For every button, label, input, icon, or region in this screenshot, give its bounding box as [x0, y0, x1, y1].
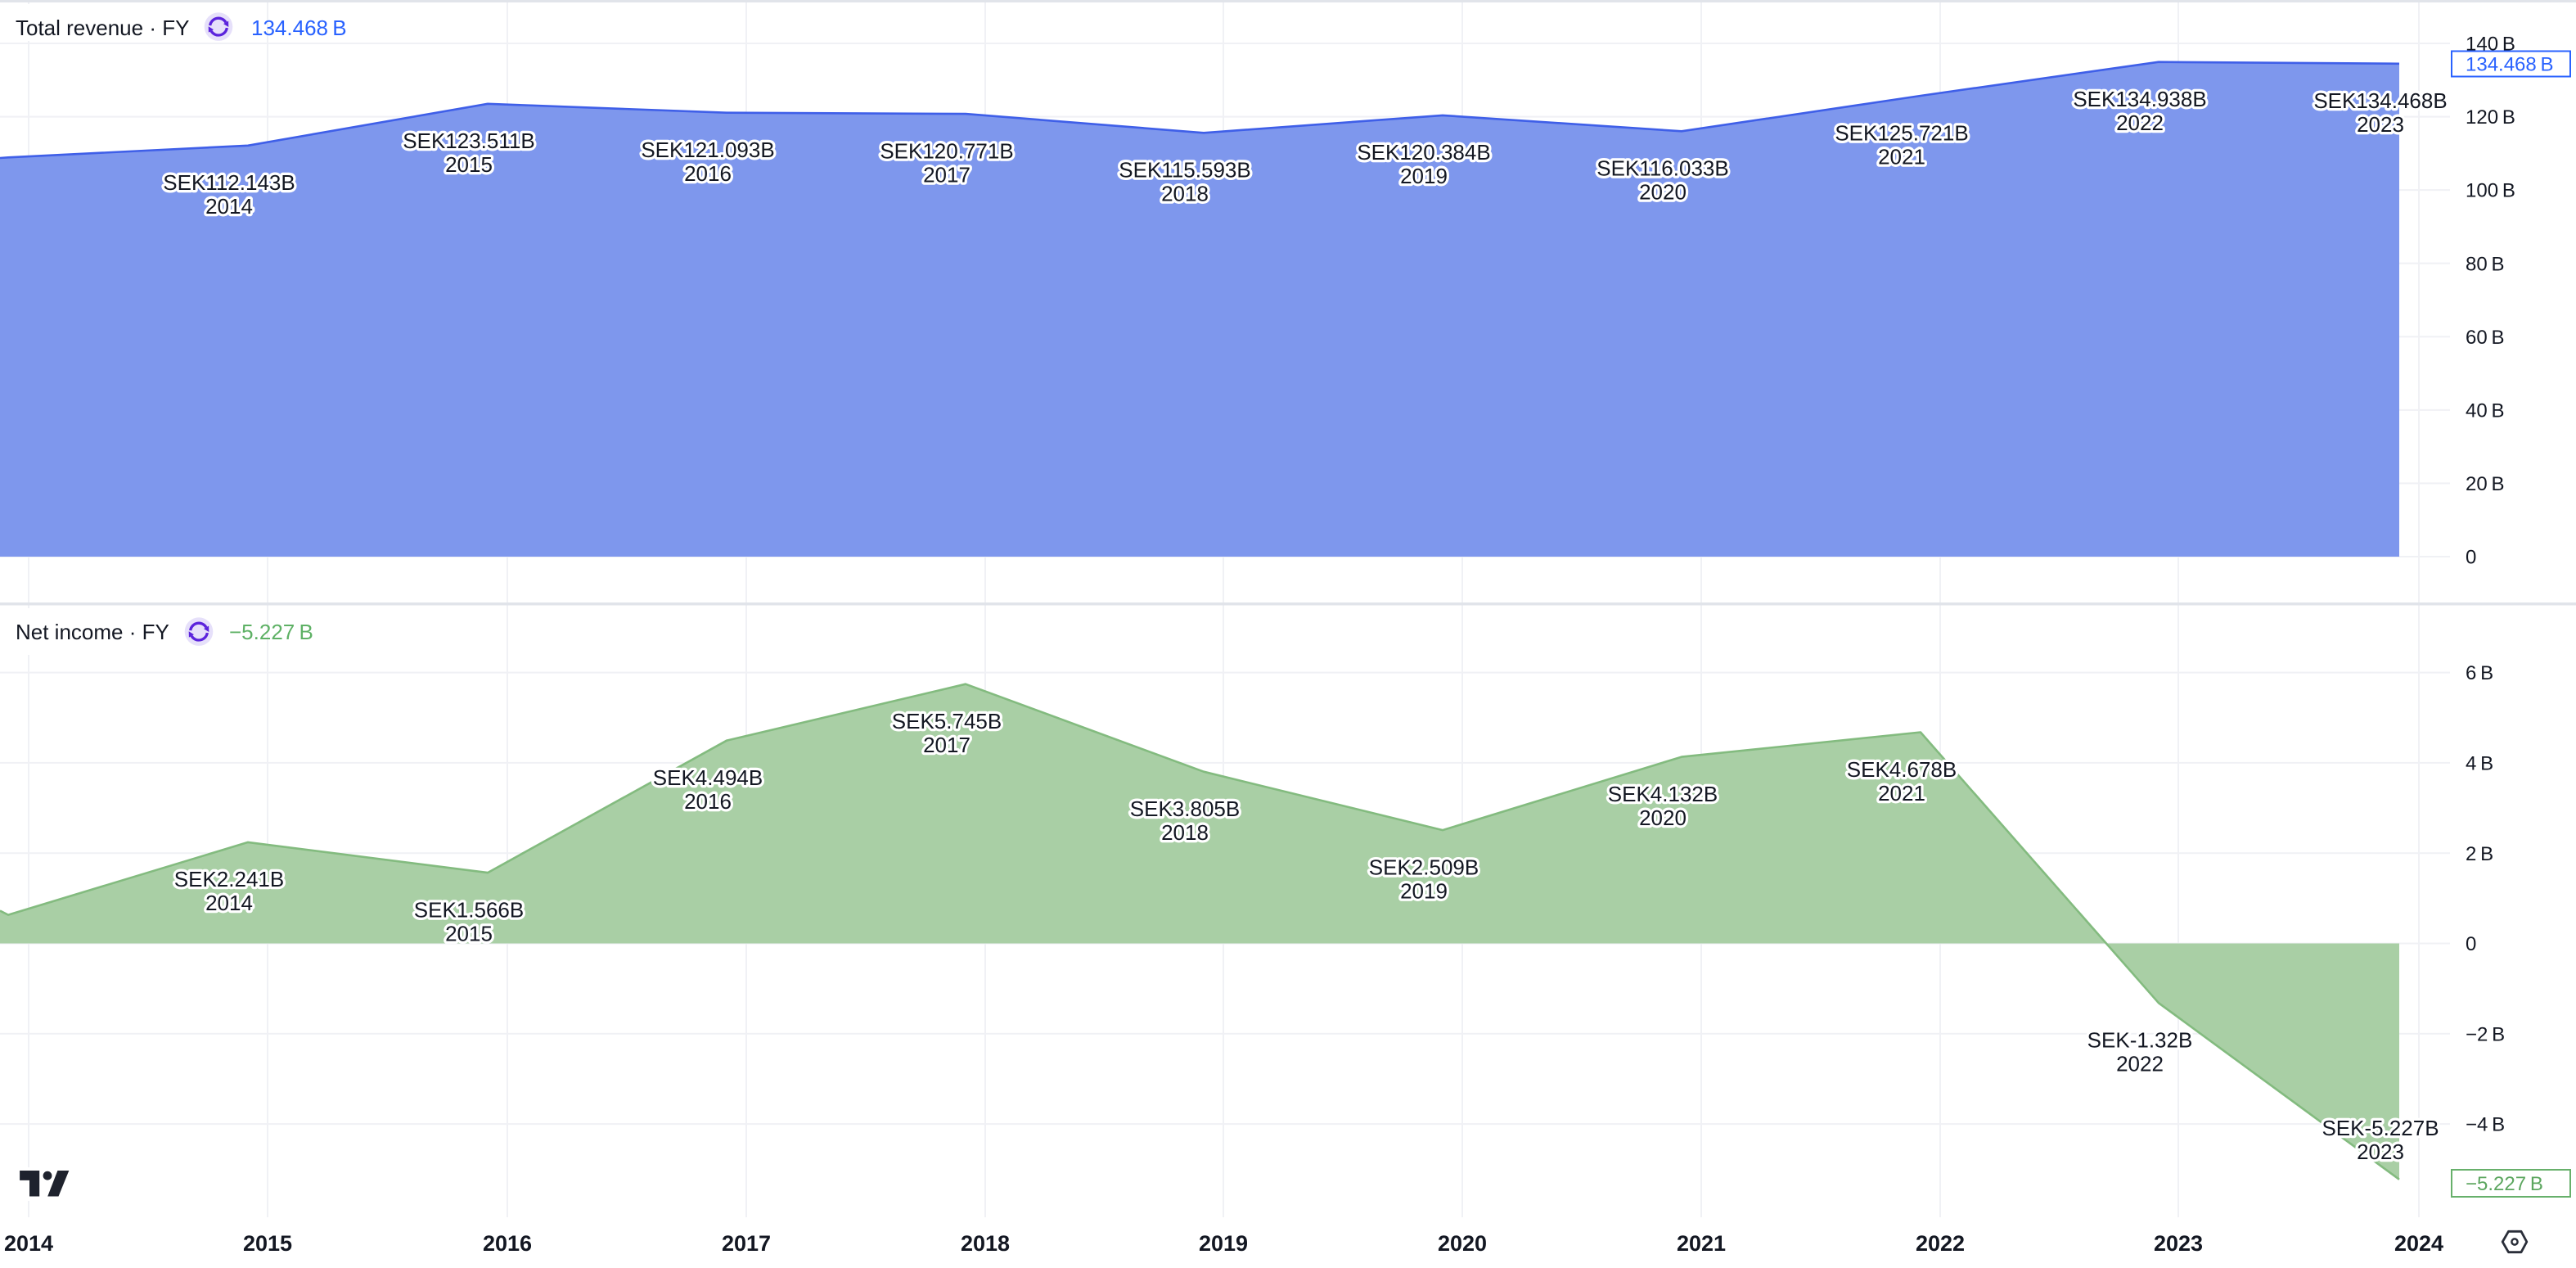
svg-text:SEK1.566B: SEK1.566B: [414, 897, 524, 922]
svg-text:SEK4.132B: SEK4.132B: [1608, 782, 1718, 806]
svg-text:2020: 2020: [1438, 1231, 1487, 1256]
svg-text:2019: 2019: [1400, 878, 1448, 903]
svg-text:2022: 2022: [2116, 1052, 2164, 1076]
svg-text:0: 0: [2466, 547, 2476, 569]
svg-text:2017: 2017: [722, 1231, 771, 1256]
svg-text:2017: 2017: [923, 162, 971, 187]
svg-text:2021: 2021: [1878, 781, 1925, 805]
svg-text:2019: 2019: [1199, 1231, 1248, 1256]
svg-text:SEK2.241B: SEK2.241B: [174, 867, 284, 891]
svg-text:6 B: 6 B: [2466, 662, 2493, 684]
svg-text:Net income · FY: Net income · FY: [16, 620, 169, 644]
svg-text:SEK134.468B: SEK134.468B: [2313, 88, 2447, 113]
svg-text:2022: 2022: [1916, 1231, 1965, 1256]
svg-text:SEK120.384B: SEK120.384B: [1357, 140, 1490, 165]
svg-text:2018: 2018: [961, 1231, 1010, 1256]
svg-text:SEK125.721B: SEK125.721B: [1835, 120, 1968, 145]
svg-text:Total revenue · FY: Total revenue · FY: [16, 16, 189, 40]
svg-text:4 B: 4 B: [2466, 753, 2493, 775]
svg-text:2019: 2019: [1400, 164, 1448, 188]
svg-text:2021: 2021: [1878, 144, 1925, 169]
svg-text:80 B: 80 B: [2466, 253, 2505, 275]
svg-text:2 B: 2 B: [2466, 843, 2493, 865]
svg-text:2015: 2015: [445, 921, 493, 945]
svg-text:SEK134.938B: SEK134.938B: [2073, 87, 2206, 111]
svg-text:SEK4.678B: SEK4.678B: [1847, 757, 1957, 782]
svg-text:2014: 2014: [205, 891, 253, 915]
svg-text:SEK112.143B: SEK112.143B: [163, 170, 295, 195]
svg-text:−5.227 B: −5.227 B: [2466, 1173, 2543, 1195]
svg-text:SEK123.511B: SEK123.511B: [403, 129, 534, 153]
svg-text:−2 B: −2 B: [2466, 1023, 2505, 1045]
svg-text:SEK115.593B: SEK115.593B: [1119, 158, 1250, 183]
svg-text:2022: 2022: [2116, 111, 2164, 135]
svg-text:2020: 2020: [1639, 180, 1687, 205]
svg-text:40 B: 40 B: [2466, 400, 2505, 422]
svg-text:2014: 2014: [4, 1231, 53, 1256]
svg-text:2018: 2018: [1161, 182, 1209, 206]
svg-text:60 B: 60 B: [2466, 327, 2505, 349]
svg-text:SEK-5.227B: SEK-5.227B: [2322, 1116, 2439, 1140]
svg-text:−5.227 B: −5.227 B: [229, 620, 313, 644]
svg-text:0: 0: [2466, 933, 2476, 955]
svg-text:2015: 2015: [445, 152, 493, 177]
svg-text:SEK120.771B: SEK120.771B: [880, 138, 1013, 163]
svg-text:120 B: 120 B: [2466, 106, 2515, 129]
svg-text:2016: 2016: [684, 161, 732, 186]
svg-text:2017: 2017: [923, 733, 971, 757]
svg-text:2014: 2014: [205, 194, 253, 219]
svg-text:SEK2.509B: SEK2.509B: [1369, 855, 1479, 879]
svg-text:SEK4.494B: SEK4.494B: [653, 765, 763, 790]
svg-text:SEK121.093B: SEK121.093B: [641, 138, 774, 162]
svg-text:2016: 2016: [684, 789, 732, 814]
svg-text:134.468 B: 134.468 B: [251, 16, 347, 40]
svg-text:2024: 2024: [2394, 1231, 2443, 1256]
svg-text:2018: 2018: [1161, 820, 1209, 845]
svg-text:2023: 2023: [2154, 1231, 2203, 1256]
svg-text:SEK3.805B: SEK3.805B: [1130, 796, 1240, 821]
svg-text:2023: 2023: [2357, 112, 2404, 137]
svg-text:2023: 2023: [2357, 1139, 2404, 1164]
svg-text:2020: 2020: [1639, 805, 1687, 830]
svg-text:100 B: 100 B: [2466, 180, 2515, 202]
svg-text:SEK-1.32B: SEK-1.32B: [2087, 1028, 2193, 1053]
svg-text:−4 B: −4 B: [2466, 1114, 2505, 1136]
svg-text:SEK5.745B: SEK5.745B: [892, 709, 1002, 733]
svg-text:2015: 2015: [243, 1231, 292, 1256]
svg-text:2021: 2021: [1677, 1231, 1726, 1256]
svg-text:2016: 2016: [483, 1231, 532, 1256]
svg-text:20 B: 20 B: [2466, 473, 2505, 495]
svg-text:134.468 B: 134.468 B: [2466, 54, 2554, 76]
svg-text:SEK116.033B: SEK116.033B: [1596, 156, 1728, 181]
